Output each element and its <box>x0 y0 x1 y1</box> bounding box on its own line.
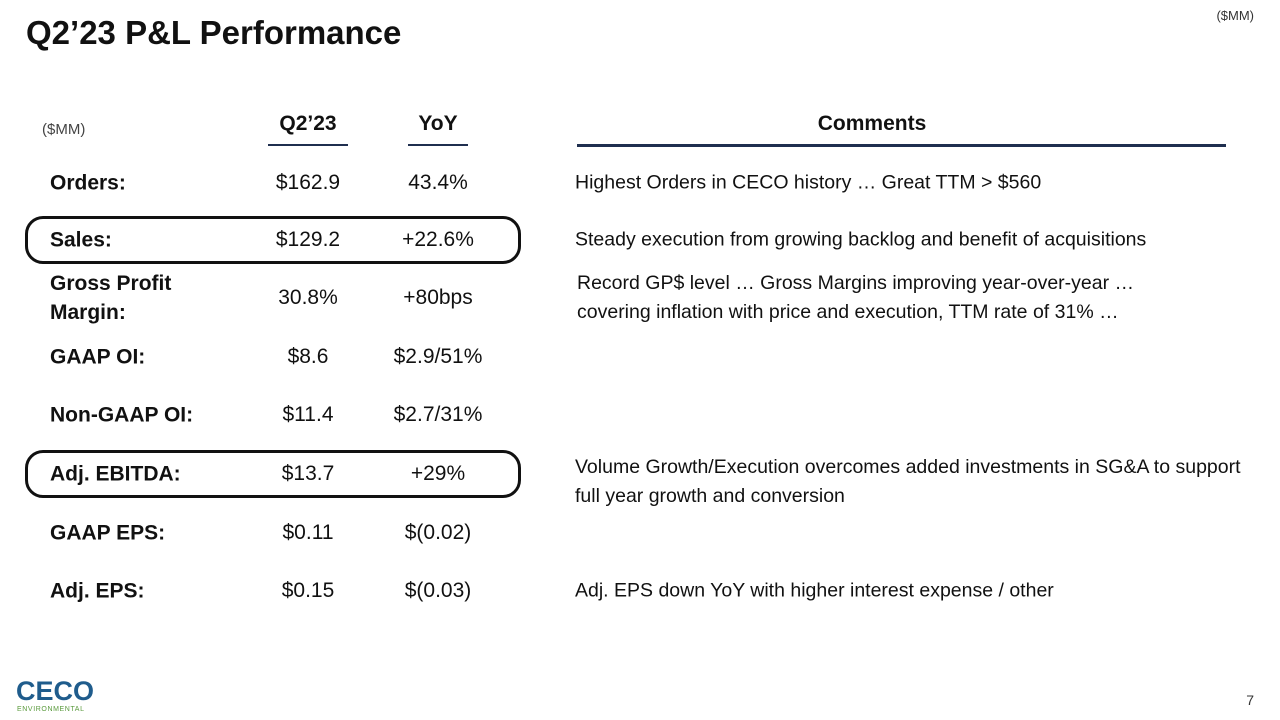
row-label: GAAP EPS: <box>50 521 166 545</box>
row-label: Orders: <box>50 171 126 195</box>
unit-note: ($MM) <box>1216 8 1254 23</box>
comment: Record GP$ level … Gross Margins improvi… <box>577 272 1135 323</box>
q2-value: $129.2 <box>275 228 341 251</box>
row-label: Sales: <box>50 228 112 252</box>
row-label: Non-GAAP OI: <box>50 403 194 427</box>
q2-value: 30.8% <box>278 286 338 309</box>
q2-value: $13.7 <box>281 462 335 485</box>
q2-value: $11.4 <box>282 403 334 426</box>
comment: Highest Orders in CECO history … Great T… <box>575 171 1042 194</box>
table-unit: ($MM) <box>42 121 86 138</box>
row-label: GAAP OI: <box>50 345 146 369</box>
column-header: YoY <box>418 112 458 135</box>
comment: Volume Growth/Execution overcomes added … <box>575 456 1241 507</box>
highlight-box <box>25 216 521 264</box>
column-header: Comments <box>817 112 927 135</box>
comment: Adj. EPS down YoY with higher interest e… <box>575 579 1054 602</box>
yoy-value: +22.6% <box>402 228 474 251</box>
header-underline <box>577 144 1226 147</box>
q2-value: $162.9 <box>275 171 341 194</box>
row-label: Adj. EBITDA: <box>50 462 181 486</box>
yoy-value: +29% <box>410 462 466 485</box>
q2-value: $0.15 <box>281 579 335 602</box>
highlight-box <box>25 450 521 498</box>
yoy-value: 43.4% <box>408 171 468 194</box>
yoy-value: +80bps <box>403 286 473 309</box>
logo-tagline: ENVIRONMENTAL <box>17 706 85 713</box>
logo-text: CECO <box>16 676 94 706</box>
header-underline <box>408 144 468 146</box>
yoy-value: $2.9/51% <box>393 345 483 368</box>
comment: Steady execution from growing backlog an… <box>575 228 1147 251</box>
yoy-value: $(0.02) <box>404 521 472 544</box>
row-label: Gross Profit Margin: <box>50 272 172 324</box>
yoy-value: $2.7/31% <box>393 403 483 426</box>
page-number: 7 <box>1246 692 1254 708</box>
title: Q2’23 P&L Performance <box>26 14 402 51</box>
logo: CECO ENVIRONMENTAL <box>16 676 94 713</box>
q2-value: $8.6 <box>287 345 329 368</box>
header-underline <box>268 144 348 146</box>
row-label: Adj. EPS: <box>50 579 145 603</box>
yoy-value: $(0.03) <box>404 579 472 602</box>
column-header: Q2’23 <box>279 112 337 135</box>
q2-value: $0.11 <box>282 521 334 544</box>
